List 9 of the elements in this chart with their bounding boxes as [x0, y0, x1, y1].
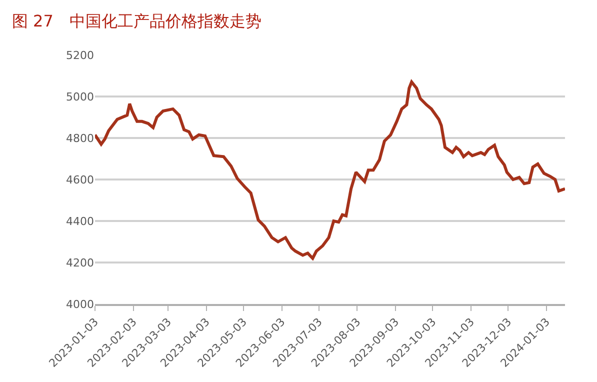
chart-title: 图 27 中国化工产品价格指数走势	[12, 11, 262, 30]
y-tick-label: 5000	[66, 90, 94, 104]
line-series	[95, 80, 565, 260]
y-tick-label: 4000	[66, 298, 94, 311]
y-tick-label: 5200	[66, 48, 94, 62]
y-tick-label: 4200	[66, 256, 94, 270]
y-tick-label: 4400	[66, 214, 94, 228]
y-tick-label: 4600	[66, 173, 94, 186]
y-tick-label: 4800	[66, 132, 94, 145]
